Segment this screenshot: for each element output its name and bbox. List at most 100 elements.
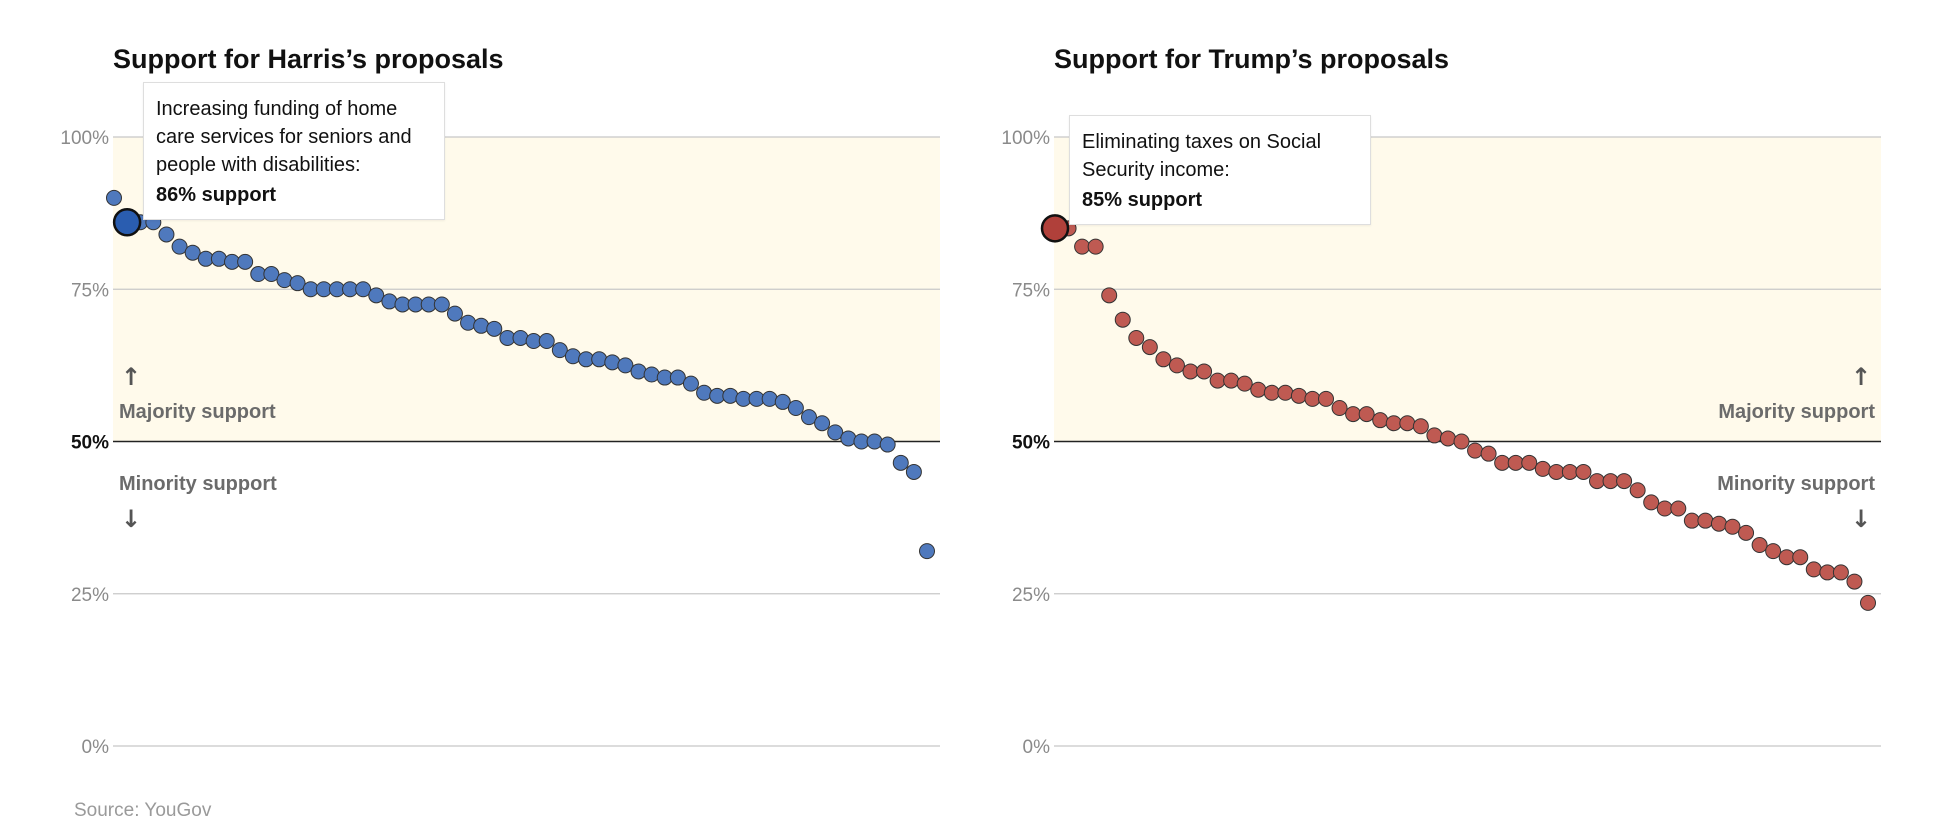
down-arrow-icon: ↓ (121, 505, 141, 533)
data-point (381, 293, 398, 310)
data-point (591, 351, 608, 368)
data-point (1196, 363, 1213, 380)
data-point (368, 287, 385, 304)
data-point (1412, 418, 1429, 435)
y-tick-label: 25% (1012, 585, 1050, 606)
data-point (1182, 363, 1199, 380)
data-point (1683, 512, 1700, 529)
data-point (1860, 594, 1876, 611)
data-point (276, 272, 293, 289)
data-point (643, 366, 660, 383)
data-point (1209, 372, 1226, 389)
tooltip-value: 85% support (1082, 189, 1203, 211)
source-note: Source: YouGov (74, 800, 212, 821)
data-point (460, 314, 477, 331)
data-point (866, 433, 883, 450)
data-point (1507, 454, 1524, 471)
data-point (1304, 390, 1321, 407)
chart-title: Support for Harris’s proposals (113, 44, 504, 74)
data-point (1561, 463, 1578, 480)
down-arrow-icon: ↓ (1851, 505, 1871, 533)
data-point (1778, 549, 1795, 566)
harris-proposals-chart: Support for Harris’s proposals 100% 75% 50%… (60, 44, 940, 758)
data-point (1724, 518, 1741, 535)
data-point (1534, 460, 1551, 477)
data-point (1236, 375, 1253, 392)
chart-title: Support for Trump’s proposals (1054, 44, 1449, 74)
data-point (630, 363, 647, 380)
data-point (1277, 384, 1294, 401)
data-point (1155, 351, 1172, 368)
data-point (1494, 454, 1511, 471)
data-point (538, 333, 555, 350)
data-point (1331, 400, 1348, 417)
data-point (1589, 473, 1605, 490)
data-point (1453, 433, 1470, 450)
data-point (1846, 573, 1863, 590)
data-point (1358, 406, 1375, 423)
data-point (761, 390, 778, 407)
highlighted-data-point (112, 208, 142, 237)
data-point (1128, 329, 1145, 346)
y-tick-label: 25% (71, 585, 109, 606)
data-point (827, 424, 844, 441)
data-point (171, 238, 188, 255)
data-point (1223, 372, 1240, 389)
tooltip-description: Eliminating taxes on Social Security inc… (1082, 131, 1322, 181)
y-tick-label: 75% (71, 280, 109, 301)
data-point (787, 400, 804, 417)
data-point (263, 266, 280, 283)
data-point (1738, 524, 1755, 541)
data-point (1643, 494, 1660, 511)
data-point (1697, 512, 1714, 529)
y-tick-label: 0% (82, 737, 110, 758)
data-point (1399, 415, 1416, 432)
up-arrow-icon: ↑ (121, 363, 141, 391)
trump-highlight-tooltip: Eliminating taxes on Social Security inc… (1069, 115, 1371, 225)
data-point (512, 329, 529, 346)
data-point (879, 436, 896, 453)
y-tick-label: 0% (1023, 737, 1051, 758)
data-point (1792, 549, 1809, 566)
data-point (158, 226, 175, 243)
y-tick-label: 50% (71, 433, 109, 454)
data-point (682, 375, 699, 392)
data-point (800, 409, 817, 426)
data-point (446, 305, 463, 322)
data-point (1087, 238, 1104, 255)
data-point (1602, 473, 1619, 490)
majority-label: Majority support (1718, 401, 1875, 423)
data-point (551, 342, 568, 359)
data-point (1318, 390, 1334, 407)
data-point (905, 463, 922, 480)
data-point (564, 348, 581, 365)
y-tick-label: 100% (1001, 128, 1050, 149)
data-point (1467, 442, 1484, 459)
data-point (1074, 238, 1091, 255)
y-tick-label: 50% (1012, 433, 1050, 454)
data-point (1575, 463, 1592, 480)
data-point (184, 244, 201, 261)
data-point (1114, 311, 1131, 328)
harris-highlight-tooltip: Increasing funding of home care services… (143, 82, 445, 220)
data-point (1548, 463, 1565, 480)
up-arrow-icon: ↑ (1851, 363, 1871, 391)
data-point (289, 275, 306, 292)
data-point (1616, 473, 1633, 490)
data-point (617, 357, 634, 374)
data-point (1345, 406, 1362, 423)
data-point (919, 543, 935, 560)
tooltip-description: Increasing funding of home care services… (156, 98, 412, 176)
data-point (473, 317, 490, 334)
data-point (1250, 381, 1267, 398)
data-point (1290, 387, 1307, 404)
data-point (237, 253, 254, 270)
data-point (1670, 500, 1687, 517)
y-tick-label: 75% (1012, 280, 1050, 301)
data-point (604, 354, 621, 371)
data-point (1765, 543, 1782, 560)
data-point (1372, 412, 1389, 429)
data-point (1629, 482, 1646, 499)
highlighted-data-point (1040, 214, 1070, 243)
data-point (1426, 427, 1443, 444)
